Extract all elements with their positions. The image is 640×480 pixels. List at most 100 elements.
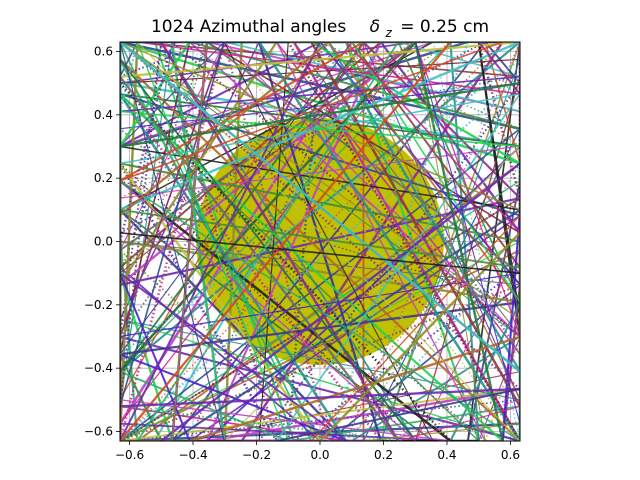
track-line [120,128,486,441]
track-line [414,42,504,441]
y-tick-label: 0.4 [94,108,113,122]
track-line [120,42,520,321]
title-math-value: = 0.25 cm [400,17,489,37]
track-line [223,42,330,441]
track-line [120,335,520,441]
track-line [120,42,226,338]
track-line [120,319,520,401]
track-line [319,231,520,441]
track-line [120,266,321,441]
track-line [327,42,469,441]
title-text: 1024 Azimuthal angles [151,17,346,37]
track-line [398,405,520,441]
title-math-symbol: δ [370,17,380,37]
track-line [120,145,520,199]
track-line [120,58,520,441]
track-line [120,58,520,84]
track-line [351,42,520,303]
track-line [161,42,520,164]
track-line [380,59,520,441]
track-line [319,42,520,355]
x-tick-label: −0.2 [242,448,271,462]
title-math-subscript: z [384,26,392,40]
track-line [120,162,278,441]
track-line [120,42,520,211]
track-line [120,399,520,441]
track-line [120,42,321,441]
y-tick-label: 0.0 [94,235,113,249]
track-line [120,42,452,441]
x-axis: −0.6 −0.4 −0.2 0.0 0.2 0.4 0.6 [115,441,520,462]
track-line [120,208,520,269]
track-line [287,42,322,441]
track-line [275,42,486,441]
track-line [120,180,520,441]
track-line [120,42,504,441]
track-line [120,42,520,78]
track-line [120,405,399,441]
track-line [120,42,417,373]
track-line [120,82,520,130]
track-line [120,180,417,441]
x-tick-label: 0.6 [501,448,520,462]
track-line [310,197,520,441]
y-tick-label: 0.2 [94,171,113,185]
track-line [120,180,520,303]
x-tick-label: −0.6 [115,448,144,462]
track-line [415,42,486,441]
track-line [120,353,347,441]
chart-title: 1024 Azimuthal angles δ z = 0.25 cm [151,17,489,42]
y-tick-label: 0.6 [94,45,113,59]
track-line [345,249,520,441]
track-line [205,42,382,441]
track-line [120,42,486,234]
track-line [414,42,520,338]
track-line [327,42,520,373]
track-line [224,42,520,441]
track-line [223,42,243,441]
track-line [484,42,520,164]
plot-content [120,42,520,441]
track-line [137,42,520,95]
track-line [501,209,520,441]
x-tick-label: 0.0 [310,448,329,462]
track-line [310,42,520,407]
track-line [120,301,520,356]
track-line [287,42,520,441]
track-line [293,266,520,441]
y-axis: −0.6 −0.4 −0.2 0.0 0.2 0.4 0.6 [84,45,120,439]
track-line [120,93,480,441]
track-line [362,128,520,441]
x-tick-label: −0.4 [178,448,207,462]
track-line [120,42,520,390]
track-line [120,110,520,148]
track-line [120,42,208,274]
track-line [120,42,503,182]
track-line [415,42,520,424]
y-tick-label: −0.6 [84,425,113,439]
tracks-layer [120,42,520,441]
track-line [120,42,191,148]
track-line [345,42,520,147]
track-line [120,42,365,182]
track-line [206,387,520,441]
track-line [120,240,520,286]
track-line [189,335,520,441]
track-line [345,42,520,441]
track-line [120,75,520,113]
track-line [120,42,225,441]
track-line [120,272,520,338]
track-line [120,42,225,147]
track-line [120,42,163,337]
track-line [477,42,520,199]
track-line [120,272,347,441]
track-line [120,232,520,274]
x-tick-label: 0.4 [437,448,456,462]
track-line [120,272,191,441]
track-line [120,42,226,441]
track-line [351,335,520,441]
track-line [120,58,416,441]
track-line [120,387,520,408]
track-line [310,215,520,441]
